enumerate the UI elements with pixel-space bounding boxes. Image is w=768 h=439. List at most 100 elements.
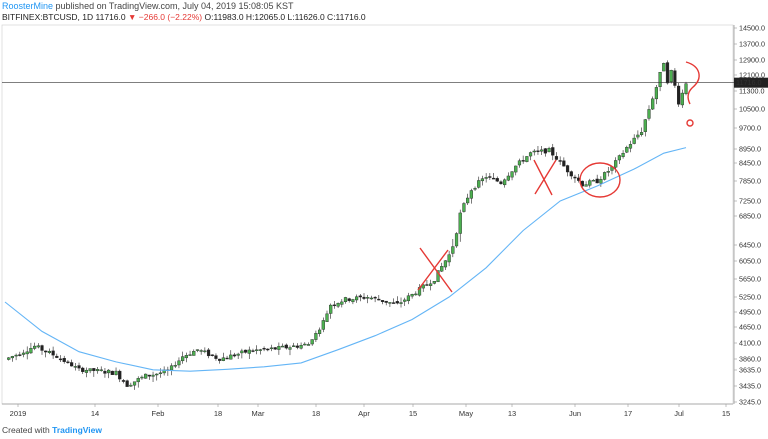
candle-body <box>547 148 551 153</box>
candle-body <box>243 349 248 353</box>
candle-body <box>495 178 499 182</box>
question-annotation <box>685 61 700 105</box>
candle-body <box>262 348 266 350</box>
candle-body <box>132 381 137 386</box>
x-tick-label: Mar <box>252 409 265 418</box>
candle-body <box>636 134 640 138</box>
symbol-label: BITFINEX:BTCUSD, 1D <box>2 12 94 22</box>
candle-body <box>403 299 407 302</box>
candle-body <box>469 190 473 199</box>
candle-body <box>377 298 381 301</box>
candle-body <box>18 354 22 356</box>
candle-body <box>247 349 251 354</box>
candle-body <box>314 333 318 340</box>
candle-body <box>562 160 566 167</box>
candle-body <box>199 350 203 352</box>
candle-body <box>325 313 329 322</box>
candle-body <box>343 297 348 303</box>
x-tick-label: 15 <box>722 409 730 418</box>
candle-body <box>107 369 111 374</box>
candle-body <box>229 354 233 360</box>
candle-body <box>510 171 514 178</box>
candle-body <box>258 349 262 351</box>
tradingview-logo[interactable]: TradingView <box>52 425 103 435</box>
candle-body <box>25 351 29 355</box>
candle-body <box>40 345 44 351</box>
candle-body <box>88 368 92 372</box>
candle-body <box>147 374 151 377</box>
y-tick-label: 6450.0 <box>739 241 761 250</box>
candle-body <box>299 345 303 349</box>
footer-prefix: Created with <box>2 425 50 435</box>
candle-body <box>203 350 207 353</box>
candle-body <box>466 197 470 204</box>
candle-body <box>347 298 351 301</box>
candle-body <box>292 345 296 347</box>
candle-body <box>680 92 684 106</box>
candle-body <box>488 176 492 178</box>
candle-body <box>251 350 255 352</box>
candle-body <box>654 87 658 100</box>
candle-body <box>558 160 562 162</box>
y-tick-label: 4100.0 <box>739 339 761 348</box>
candle-body <box>277 346 281 350</box>
candle-body <box>477 180 481 188</box>
candle-body <box>392 302 396 304</box>
y-tick-label: 9700.0 <box>739 124 761 133</box>
candle-body <box>214 355 218 359</box>
candle-body <box>443 260 448 268</box>
last-value: 11716.0 <box>95 12 126 22</box>
candle-body <box>440 266 444 272</box>
candle-body <box>225 357 229 360</box>
candle-body <box>484 177 488 179</box>
y-tick-label: 5250.0 <box>739 293 761 302</box>
y-tick-label: 4950.0 <box>739 308 761 317</box>
candle-body <box>414 293 418 296</box>
candle-body <box>55 355 59 358</box>
candle-body <box>388 302 392 304</box>
y-tick-label: 3860.0 <box>739 355 761 364</box>
candle-body <box>532 150 536 153</box>
candle-body <box>340 301 344 305</box>
candle-body <box>66 361 70 364</box>
candle-body <box>188 354 192 356</box>
candle-body <box>21 352 26 355</box>
x-tick-label: 14 <box>91 409 99 418</box>
candle-body <box>647 109 651 119</box>
candle-body <box>273 347 277 350</box>
candle-body <box>44 350 48 353</box>
y-tick-label: 8450.0 <box>739 159 761 168</box>
candle-body <box>195 349 200 351</box>
candle-body <box>366 297 370 299</box>
candle-body <box>399 302 403 304</box>
author-link[interactable]: RoosterMine <box>2 1 54 11</box>
candle-body <box>169 365 174 371</box>
publish-text: published on TradingView.com, July 04, 2… <box>55 1 294 11</box>
candle-body <box>118 370 122 380</box>
plot-area <box>1 24 734 405</box>
candle-body <box>14 354 18 357</box>
candle-body <box>588 180 592 186</box>
candle-body <box>591 179 596 182</box>
moving-average-line <box>4 147 687 372</box>
candle-body <box>110 370 114 376</box>
candle-body <box>662 63 666 72</box>
y-tick-label: 6850.0 <box>739 212 761 221</box>
candle-body <box>429 283 433 286</box>
candle-body <box>303 343 307 346</box>
candle-body <box>177 360 181 366</box>
candle-body <box>51 350 55 356</box>
candle-body <box>144 373 148 379</box>
candle-body <box>373 296 377 299</box>
candle-body <box>210 354 214 356</box>
x-tick-label: 18 <box>312 409 320 418</box>
footer: Created with TradingView <box>2 425 102 435</box>
candle-body <box>684 83 688 95</box>
candle-body <box>295 345 299 348</box>
candle-body <box>436 270 440 283</box>
candle-body <box>99 369 103 371</box>
candle-body <box>62 358 66 362</box>
candle-body <box>70 362 74 367</box>
candle-body <box>458 212 462 234</box>
